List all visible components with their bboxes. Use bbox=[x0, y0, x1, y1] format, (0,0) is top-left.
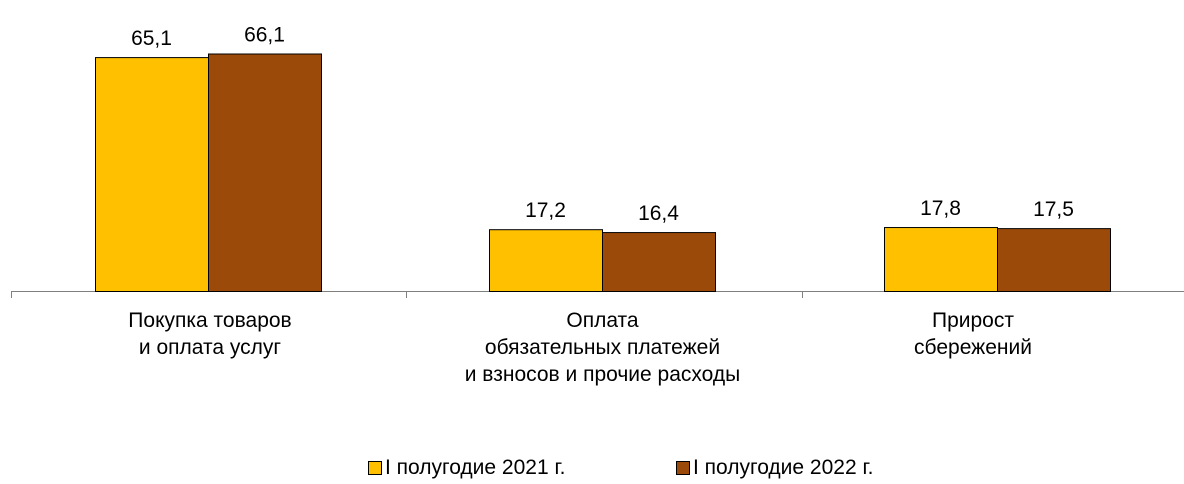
bar-savings-2021 bbox=[884, 227, 998, 292]
data-label-purchases-2022: 66,1 bbox=[244, 24, 285, 47]
bar-savings-2022 bbox=[997, 228, 1111, 292]
category-label-payments: Оплата обязательных платежей и взносов и… bbox=[464, 309, 741, 386]
legend-item-2021: I полугодие 2021 г. bbox=[368, 456, 565, 480]
category-label-savings: Прирост сбережений bbox=[914, 309, 1032, 359]
legend-item-2022: I полугодие 2022 г. bbox=[676, 456, 873, 480]
bar-purchases-2022 bbox=[208, 53, 322, 292]
legend-label-2022: I полугодие 2022 г. bbox=[693, 456, 874, 479]
category-label-purchases: Покупка товаров и оплата услуг bbox=[128, 309, 292, 359]
bar-payments-2022 bbox=[602, 232, 716, 292]
data-label-payments-2021: 17,2 bbox=[525, 199, 566, 222]
legend-label-2021: I полугодие 2021 г. bbox=[385, 456, 566, 479]
data-label-savings-2022: 17,5 bbox=[1033, 198, 1074, 221]
bar-payments-2021 bbox=[489, 229, 603, 292]
data-label-payments-2022: 16,4 bbox=[638, 202, 679, 225]
bar-chart: 65,1 17,2 17,8 66,1 16,4 17,5 bbox=[11, 24, 1184, 298]
legend-swatch-2022 bbox=[676, 461, 690, 475]
data-label-savings-2021: 17,8 bbox=[920, 197, 961, 220]
data-label-purchases-2021: 65,1 bbox=[131, 27, 172, 50]
bar-purchases-2021 bbox=[95, 57, 209, 292]
legend-swatch-2021 bbox=[368, 461, 382, 475]
